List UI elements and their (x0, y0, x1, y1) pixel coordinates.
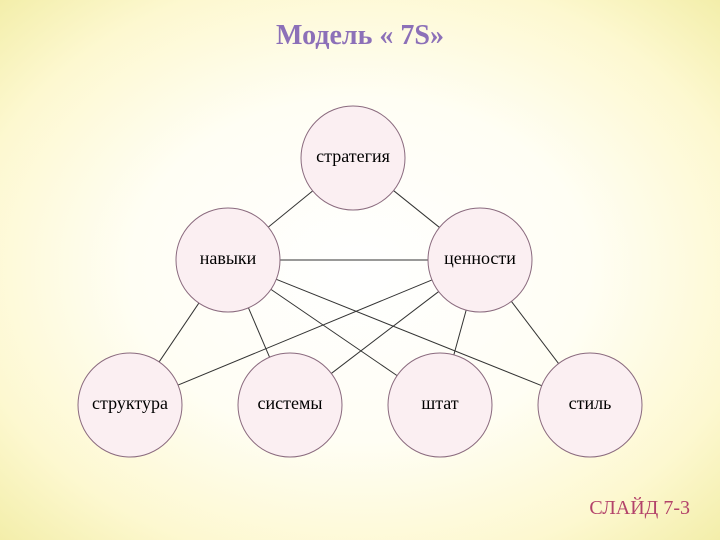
slide-container: Модель « 7S» стратегиянавыкиценностистру… (0, 0, 720, 540)
node-skills: навыки (176, 208, 280, 312)
node-label-skills: навыки (200, 248, 257, 268)
edge-skills-structure (159, 303, 199, 362)
node-values: ценности (428, 208, 532, 312)
node-staff: штат (388, 353, 492, 457)
edge-strategy-skills (268, 191, 312, 227)
node-label-style: стиль (569, 393, 612, 413)
node-style: стиль (538, 353, 642, 457)
node-systems: системы (238, 353, 342, 457)
node-label-systems: системы (258, 393, 323, 413)
slide-footer: СЛАЙД 7-3 (589, 497, 690, 520)
node-label-staff: штат (421, 393, 458, 413)
node-label-strategy: стратегия (316, 146, 390, 166)
node-strategy: стратегия (301, 106, 405, 210)
node-structure: структура (78, 353, 182, 457)
edge-values-style (511, 301, 558, 363)
edge-strategy-values (394, 191, 440, 228)
node-label-structure: структура (92, 393, 168, 413)
edge-skills-systems (248, 308, 269, 357)
nodes-layer: стратегия навыки ценности структура системы ш… (78, 106, 642, 457)
diagram-svg: стратегия навыки ценности структура системы ш… (0, 0, 720, 540)
edge-values-staff (454, 310, 466, 355)
node-label-values: ценности (444, 248, 516, 268)
